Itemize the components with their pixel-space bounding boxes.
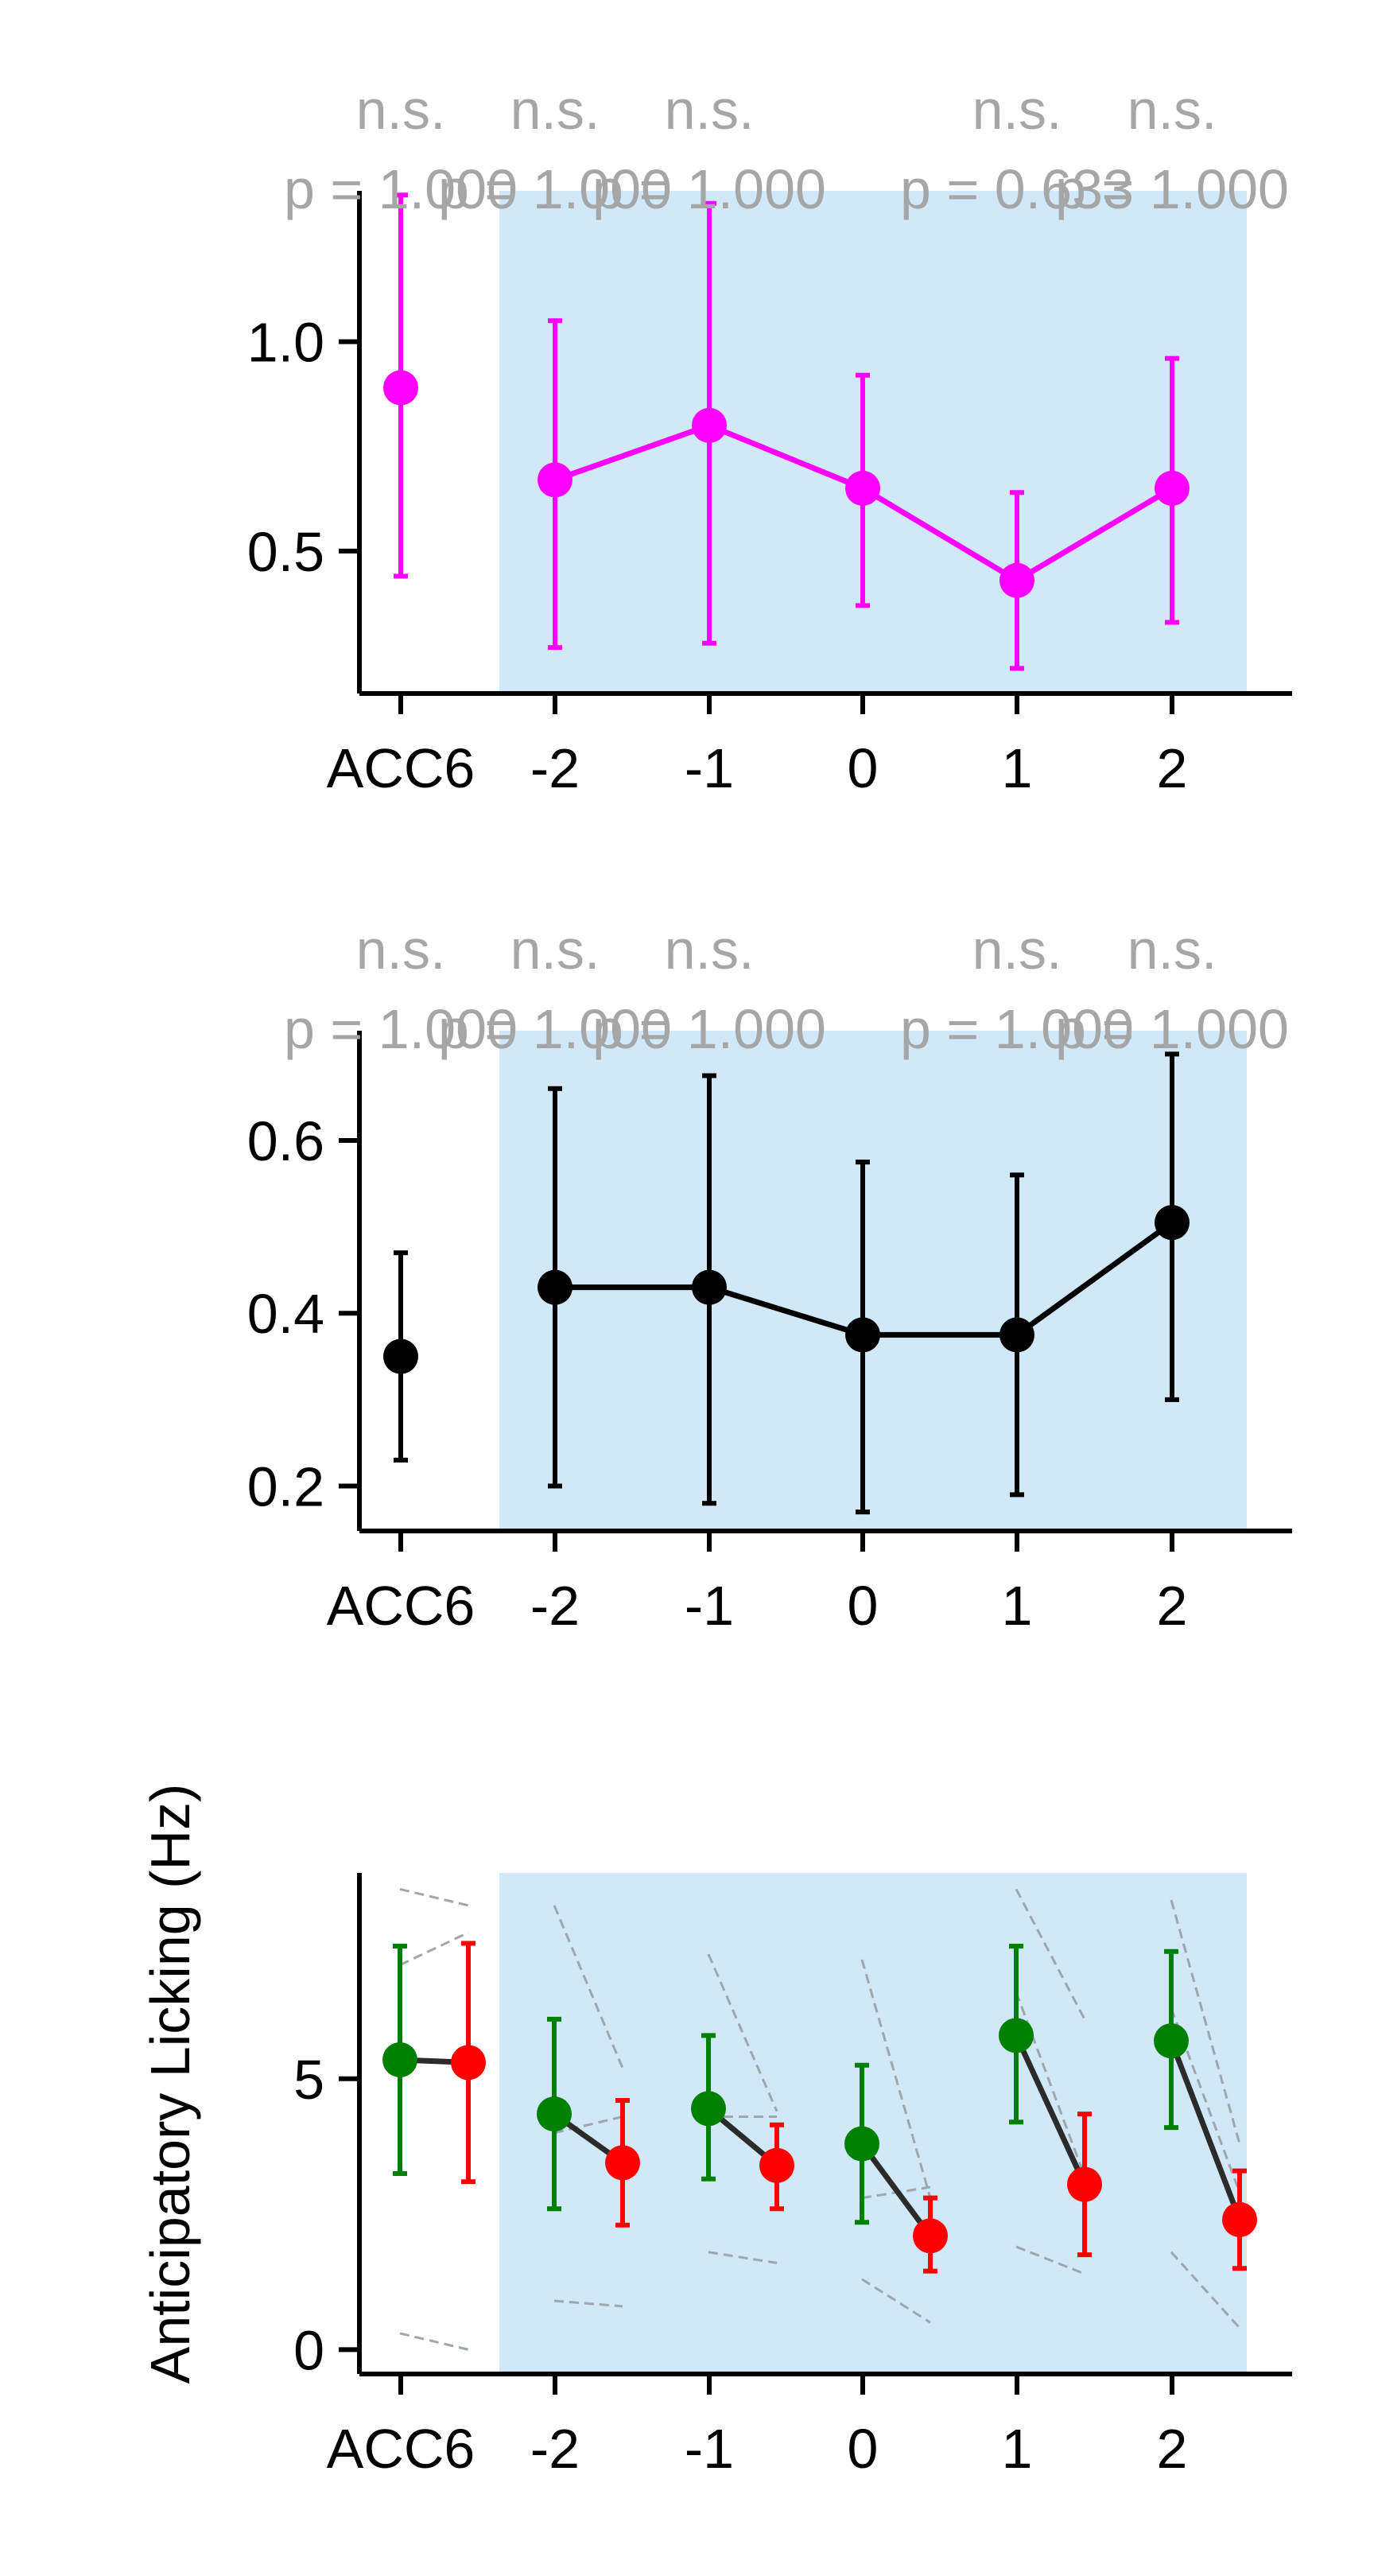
bottom-panel: ACC6 -2 -1 0 1 2 0 5	[293, 1873, 1292, 2480]
data-point	[1155, 470, 1190, 506]
green-data-point	[844, 2126, 879, 2162]
significance-label: n.s.	[1128, 919, 1217, 981]
data-point	[999, 562, 1034, 598]
significance-label: n.s.	[356, 919, 446, 981]
p-value-label: p = 1.000	[1055, 158, 1289, 220]
y-tick-label: 0.2	[247, 1456, 324, 1518]
data-point	[845, 1317, 880, 1353]
x-tick-label: ACC6	[327, 1575, 475, 1637]
shaded-region	[499, 1873, 1247, 2374]
green-data-point	[382, 2042, 417, 2077]
significance-label: n.s.	[665, 79, 755, 141]
mean-connector-line	[860, 2142, 933, 2238]
individual-line	[707, 1953, 778, 2112]
x-tick-label: 2	[1157, 2418, 1188, 2480]
individual-line	[1015, 1888, 1086, 2020]
green-data-point	[999, 2018, 1034, 2053]
x-tick-label: -2	[530, 1575, 580, 1637]
significance-label: n.s.	[510, 919, 600, 981]
x-tick-label: 0	[848, 2418, 879, 2480]
x-tick-label: -1	[685, 1575, 734, 1637]
y-tick-label: 0.5	[247, 521, 324, 583]
y-tick-label: 0	[293, 2319, 324, 2381]
green-data-point	[537, 2096, 572, 2132]
y-tick-label: 0.6	[247, 1110, 324, 1172]
p-value-label: p = 1.000	[438, 158, 672, 220]
red-data-point	[451, 2045, 486, 2081]
p-value-label: p = 1.000	[284, 998, 518, 1060]
x-tick-label: ACC6	[327, 2418, 475, 2480]
data-point	[999, 1317, 1034, 1353]
shaded-region	[499, 1031, 1247, 1531]
data-point	[845, 470, 880, 506]
individual-line	[1015, 2245, 1085, 2275]
x-tick-label: 0	[848, 737, 879, 799]
mean-connector-line	[1168, 2039, 1243, 2221]
data-point	[383, 1339, 418, 1374]
individual-line	[553, 2299, 623, 2308]
x-tick-label: 2	[1157, 737, 1188, 799]
data-point	[1155, 1205, 1190, 1241]
significance-label: n.s.	[356, 79, 446, 141]
individual-line	[399, 2332, 469, 2351]
individual-line	[399, 1931, 469, 1967]
significance-label: n.s.	[510, 79, 600, 141]
x-tick-label: 1	[1002, 1575, 1033, 1637]
individual-line	[708, 2251, 778, 2264]
y-tick-label: 5	[293, 2049, 324, 2111]
y-tick-label: 1.0	[247, 312, 324, 374]
y-axis-label: Anticipatory Licking (Hz)	[139, 1784, 201, 2384]
individual-line	[553, 2116, 623, 2135]
top-panel: ACC6 -2 -1 0 1 2 0.5 1.0 n.s. p = 1.000 n.s. p = 1.…	[247, 79, 1292, 799]
red-data-point	[605, 2145, 640, 2181]
data-point	[383, 370, 418, 406]
x-tick-label: 2	[1157, 1575, 1188, 1637]
x-tick-label: ACC6	[327, 737, 475, 799]
x-tick-label: -1	[685, 2418, 734, 2480]
red-data-point	[759, 2147, 794, 2183]
data-point	[692, 1269, 727, 1305]
red-data-point	[1067, 2166, 1102, 2202]
individual-line	[861, 2278, 931, 2324]
significance-label: n.s.	[1128, 79, 1217, 141]
significance-label: n.s.	[972, 79, 1062, 141]
p-value-label: p = 1.000	[1055, 998, 1289, 1060]
x-tick-label: -2	[530, 737, 580, 799]
p-value-label: p = 1.000	[592, 158, 826, 220]
red-data-point	[1222, 2201, 1257, 2237]
p-value-label: p = 1.000	[592, 998, 826, 1060]
data-point	[538, 462, 572, 498]
p-value-label: p = 1.000	[438, 998, 672, 1060]
y-tick-label: 0.4	[247, 1283, 324, 1345]
middle-panel: ACC6 -2 -1 0 1 2 0.2 0.4 0.6 n.s. p = 1.000 n.s. p =…	[247, 919, 1292, 1637]
data-point	[538, 1269, 572, 1305]
red-data-point	[913, 2218, 948, 2254]
p-value-label: p = 1.000	[284, 158, 518, 220]
x-tick-label: -1	[685, 737, 734, 799]
individual-line	[399, 1887, 469, 1907]
individual-line	[860, 1959, 932, 2199]
significance-label: n.s.	[972, 919, 1062, 981]
x-tick-label: 1	[1002, 2418, 1033, 2480]
shaded-region	[499, 191, 1247, 694]
individual-line	[1170, 2251, 1241, 2329]
x-tick-label: -2	[530, 2418, 580, 2480]
x-tick-label: 0	[848, 1575, 879, 1637]
green-data-point	[1154, 2023, 1189, 2059]
x-tick-label: 1	[1002, 737, 1033, 799]
green-data-point	[691, 2091, 726, 2127]
p-value-label: p = 0.633	[900, 158, 1134, 220]
individual-line	[1170, 1899, 1241, 2144]
data-point	[692, 407, 727, 443]
p-value-label: p = 1.000	[900, 998, 1134, 1060]
significance-label: n.s.	[665, 919, 755, 981]
mean-connector-line	[1013, 2034, 1088, 2186]
